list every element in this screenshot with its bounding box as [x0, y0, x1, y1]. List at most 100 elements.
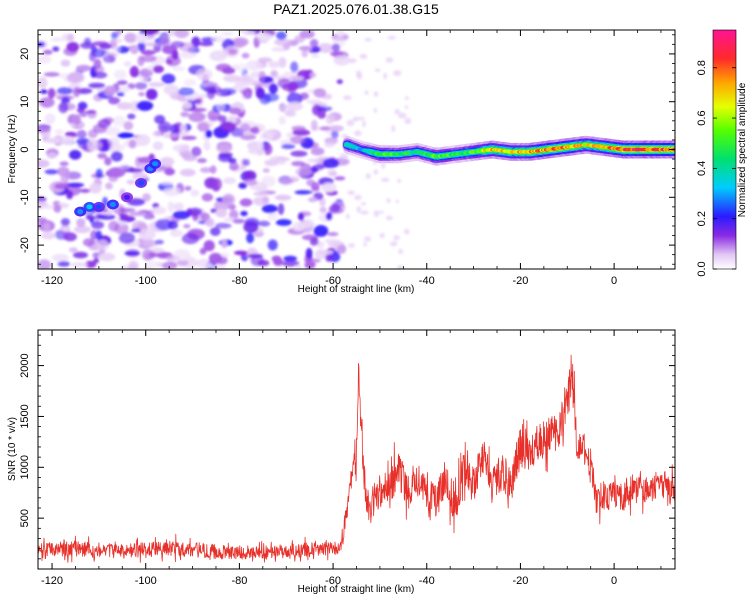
spectrogram-noise-blob [142, 249, 154, 261]
spectrogram-track-core [138, 180, 144, 186]
spectrogram-noise-speckle [404, 96, 409, 100]
spectrogram-noise-blob [144, 266, 153, 269]
spectrogram-noise-blob [327, 242, 341, 247]
spectrogram-noise-blob [325, 253, 334, 262]
spectrogram-noise-blob [219, 88, 236, 96]
spectrogram-noise-blob [324, 142, 335, 148]
spectrogram-noise-blob [51, 253, 70, 262]
spectrogram-noise-blob [236, 75, 254, 83]
spectrogram-noise-blob [44, 137, 61, 144]
spectrogram-noise-blob [138, 228, 156, 241]
spectrogram-noise-speckle [386, 198, 391, 204]
spectrogram-noise-blob [331, 203, 341, 213]
spectrogram-y-tick-label: 10 [19, 96, 31, 108]
spectrogram-noise-blob [57, 87, 73, 95]
spectrogram-noise-blob [327, 232, 339, 237]
spectrogram-noise-blob [73, 114, 82, 126]
spectrogram-noise-blob [200, 167, 212, 173]
spectrogram-noise-blob [183, 224, 191, 229]
spectrogram-noise-speckle [356, 206, 362, 213]
spectrogram-noise-blob [211, 264, 227, 269]
spectrogram-noise-blob [92, 252, 101, 259]
spectrogram-noise-speckle [365, 173, 371, 179]
spectrogram-noise-blob [164, 168, 176, 176]
spectrogram-noise-blob [104, 157, 112, 166]
spectrogram-x-tick-label: -80 [231, 275, 247, 287]
spectrogram-noise-blob [228, 203, 236, 210]
spectrogram-noise-blob [132, 172, 148, 180]
colorbar-gradient [712, 29, 737, 270]
spectrogram-noise-blob [221, 239, 228, 249]
spectrogram-noise-blob [50, 37, 65, 42]
spectrogram-noise-blob [119, 217, 136, 222]
spectrogram-noise-blob [172, 210, 190, 220]
spectrogram-noise-blob [196, 68, 213, 81]
spectrogram-noise-blob [291, 125, 306, 132]
spectrogram-noise-speckle [404, 117, 412, 125]
spectrogram-noise-speckle [383, 72, 388, 80]
spectrogram-noise-blob [155, 218, 173, 231]
spectrogram-noise-blob [178, 51, 197, 59]
spectrogram-noise-speckle [381, 162, 386, 169]
spectrogram-noise-blob [151, 206, 167, 215]
spectrogram-noise-blob [76, 129, 87, 139]
spectrogram-noise-blob [221, 31, 234, 36]
spectrogram-noise-blob [44, 169, 59, 175]
spectrogram-noise-blob [289, 175, 299, 180]
spectrogram-noise-blob [253, 191, 268, 196]
spectrogram-y-tick-label: -10 [19, 189, 31, 205]
spectrogram-noise-blob [227, 115, 237, 124]
spectrogram-noise-blob [305, 247, 313, 259]
spectrogram-noise-blob [73, 251, 88, 259]
spectrogram-noise-blob [38, 128, 51, 133]
spectrogram-noise-blob [191, 36, 201, 48]
spectrogram-noise-blob [60, 173, 69, 183]
colorbar-tick-label: 0.4 [696, 161, 708, 176]
spectrogram-noise-blob [129, 65, 139, 78]
spectrogram-noise-blob [139, 68, 154, 78]
spectrogram-noise-speckle [373, 210, 380, 218]
spectrogram-noise-blob [107, 167, 126, 178]
spectrogram-noise-blob [248, 148, 266, 155]
spectrogram-noise-blob [310, 53, 320, 58]
snr-x-tick-label: -60 [325, 575, 341, 587]
spectrogram-noise-blob [159, 36, 171, 48]
spectrogram-noise-speckle [374, 68, 381, 72]
spectrogram-y-tick-label: 20 [19, 48, 31, 60]
spectrogram-noise-blob [174, 30, 190, 39]
spectrogram-track-core [124, 194, 130, 200]
spectrogram-noise-blob [267, 239, 278, 251]
spectrogram-noise-blob [95, 168, 103, 179]
spectrogram-noise-speckle [373, 169, 379, 175]
spectrogram-noise-blob [264, 159, 279, 166]
spectrogram-noise-blob [229, 162, 239, 171]
spectrogram-noise-blob [268, 83, 278, 94]
spectrogram-noise-blob [289, 76, 304, 81]
spectrogram-noise-blob [268, 61, 280, 69]
snr-x-tick-label: -40 [419, 575, 435, 587]
spectrogram-noise-blob [118, 232, 136, 244]
spectrogram-noise-blob [307, 197, 318, 203]
snr-y-tick-label: 1500 [19, 404, 31, 428]
spectrogram-noise-blob [294, 264, 303, 269]
spectrogram-noise-blob [206, 89, 216, 100]
spectrogram-noise-blob [336, 244, 347, 255]
spectrogram-noise-blob [232, 37, 249, 47]
spectrogram-noise-blob [103, 126, 121, 136]
spectrogram-noise-blob [183, 78, 197, 87]
spectrogram-noise-blob [200, 212, 210, 221]
snr-panel: -120 -100 -80 -60 -40 -20 0 500 1000 1500 2000 He… [7, 329, 676, 595]
spectrogram-noise-blob [189, 107, 207, 112]
spectrogram-noise-blob [99, 252, 116, 262]
spectrogram-track-core [109, 202, 116, 207]
spectrogram-noise-blob [239, 198, 253, 207]
spectrogram-noise-blob [153, 65, 164, 74]
spectrogram-noise-blob [104, 85, 116, 97]
spectrogram-noise-blob [205, 129, 213, 139]
spectrogram-noise-speckle [373, 107, 378, 113]
spectrogram-noise-blob [97, 214, 116, 220]
spectrogram-noise-blob [123, 60, 132, 67]
spectrogram-noise-blob [290, 61, 299, 73]
snr-x-label: Height of straight line (km) [298, 584, 415, 595]
